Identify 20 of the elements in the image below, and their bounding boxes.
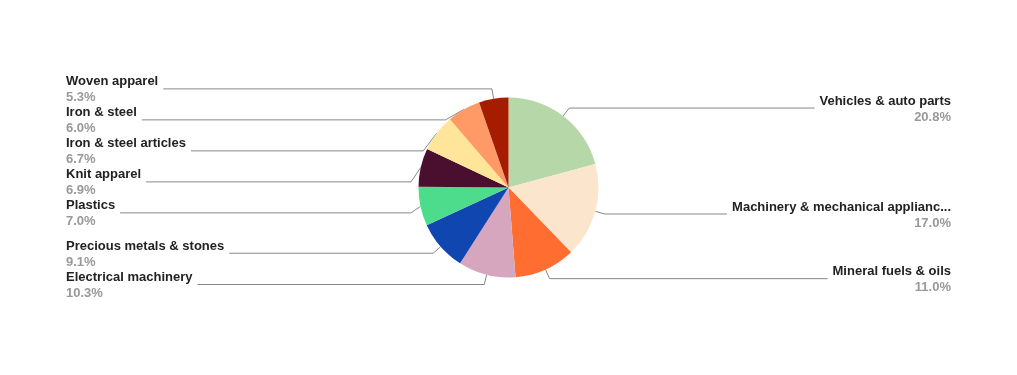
- slice-label: Iron & steel: [66, 104, 137, 120]
- data-label: 6.9%: [66, 182, 97, 198]
- data-label: 11.0%: [914, 279, 952, 295]
- data-label: 6.0%: [66, 120, 97, 136]
- data-label: 10.3%: [66, 285, 104, 301]
- slice-label: Woven apparel: [66, 73, 159, 89]
- slice-label: Machinery & mechanical applianc...: [732, 198, 951, 214]
- data-label: 20.8%: [914, 108, 952, 124]
- slice-label: Knit apparel: [66, 166, 142, 182]
- slice-label: Mineral fuels & oils: [832, 263, 951, 279]
- data-label: 5.3%: [66, 89, 97, 105]
- slice-label: Plastics: [66, 197, 116, 213]
- slice-label: Precious metals & stones: [66, 237, 225, 253]
- data-label: 9.1%: [66, 253, 97, 269]
- data-label: 7.0%: [66, 213, 97, 229]
- slice-label: Iron & steel articles: [66, 135, 186, 151]
- data-label: 17.0%: [914, 214, 952, 230]
- slice-label: Vehicles & auto parts: [819, 92, 951, 108]
- data-label: 6.7%: [66, 151, 97, 167]
- slice-label: Electrical machinery: [66, 269, 194, 285]
